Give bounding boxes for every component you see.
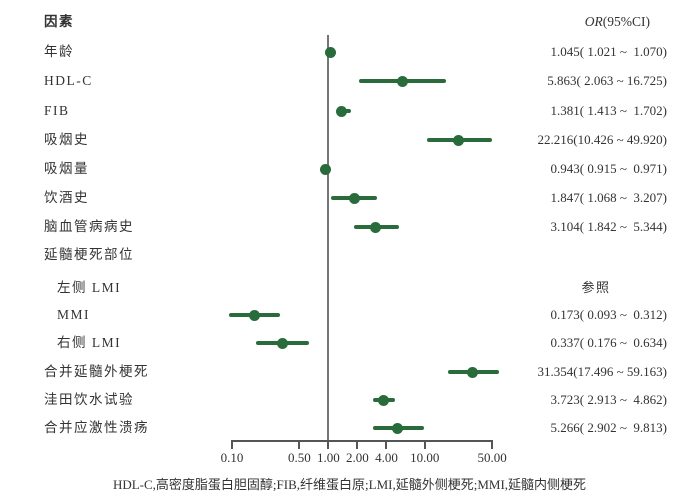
or-label-italic: OR xyxy=(584,14,603,29)
row-label: 吸烟量 xyxy=(44,161,89,176)
x-axis-tick xyxy=(231,441,233,449)
reference-line xyxy=(327,35,329,441)
or-point-marker xyxy=(377,394,389,406)
x-axis-tick xyxy=(327,441,330,449)
row-label: FIB xyxy=(44,103,70,118)
reference-text: 参照 xyxy=(581,280,611,295)
x-axis-tick-label: 1.00 xyxy=(317,450,340,465)
or-ci-value: 5.863( 2.063 ~ 16.725) xyxy=(547,73,667,88)
row-label: 合并延髓外梗死 xyxy=(44,364,149,379)
or-ci-value: 1.847( 1.068 ~ 3.207) xyxy=(550,190,667,205)
x-axis-line xyxy=(231,440,493,442)
or-point-marker xyxy=(370,221,382,233)
or-ci-label: (95%CI) xyxy=(602,14,650,29)
or-ci-value: 22.216(10.426 ~ 49.920) xyxy=(537,132,667,147)
x-axis-tick xyxy=(385,441,388,449)
or-ci-value: 3.723( 2.913 ~ 4.862) xyxy=(550,392,667,407)
x-axis-tick xyxy=(298,441,301,449)
x-axis-tick-label: 0.50 xyxy=(288,450,311,465)
x-axis-tick-label: 50.00 xyxy=(477,450,507,465)
or-ci-value: 5.266( 2.902 ~ 9.813) xyxy=(550,420,667,435)
row-label: 饮酒史 xyxy=(44,190,89,205)
row-label: 延髓梗死部位 xyxy=(44,247,134,262)
x-axis-tick xyxy=(356,441,359,449)
row-label: 左侧 LMI xyxy=(57,280,122,295)
row-label: 右侧 LMI xyxy=(57,335,122,350)
row-label: 年龄 xyxy=(44,44,74,59)
or-point-marker xyxy=(324,46,336,58)
x-axis-tick-label: 2.00 xyxy=(346,450,369,465)
or-point-marker xyxy=(249,309,261,321)
x-axis-tick xyxy=(423,441,426,449)
row-label: 合并应激性溃疡 xyxy=(44,420,149,435)
or-ci-value: 0.173( 0.093 ~ 0.312) xyxy=(550,307,667,322)
row-label: HDL-C xyxy=(44,73,93,88)
column-header-factor: 因素 xyxy=(44,14,74,29)
x-axis-tick xyxy=(491,441,494,449)
or-ci-value: 0.943( 0.915 ~ 0.971) xyxy=(550,161,667,176)
row-label: 洼田饮水试验 xyxy=(44,392,134,407)
or-point-marker xyxy=(467,366,479,378)
x-axis-tick-label: 10.00 xyxy=(410,450,440,465)
row-label: MMI xyxy=(57,307,91,322)
or-ci-value: 1.045( 1.021 ~ 1.070) xyxy=(550,44,667,59)
or-point-marker xyxy=(277,337,289,349)
or-point-marker xyxy=(348,192,360,204)
or-point-marker xyxy=(320,163,332,175)
row-label: 脑血管病病史 xyxy=(44,219,134,234)
column-header-or: OR(95%CI) xyxy=(585,12,650,32)
or-point-marker xyxy=(396,75,408,87)
x-axis-tick-label: 0.10 xyxy=(220,450,244,465)
or-ci-value: 0.337( 0.176 ~ 0.634) xyxy=(550,335,667,350)
or-ci-value: 31.354(17.496 ~ 59.163) xyxy=(537,364,667,379)
abbreviations-footnote: HDL-C,高密度脂蛋白胆固醇;FIB,纤维蛋白原;LMI,延髓外侧梗死;MMI… xyxy=(112,477,587,492)
x-axis-tick-label: 4.00 xyxy=(375,450,398,465)
or-ci-value: 1.381( 1.413 ~ 1.702) xyxy=(550,103,667,118)
or-point-marker xyxy=(336,105,348,117)
or-ci-value: 3.104( 1.842 ~ 5.344) xyxy=(550,219,667,234)
or-point-marker xyxy=(392,422,404,434)
or-point-marker xyxy=(452,134,464,146)
row-label: 吸烟史 xyxy=(44,132,89,147)
